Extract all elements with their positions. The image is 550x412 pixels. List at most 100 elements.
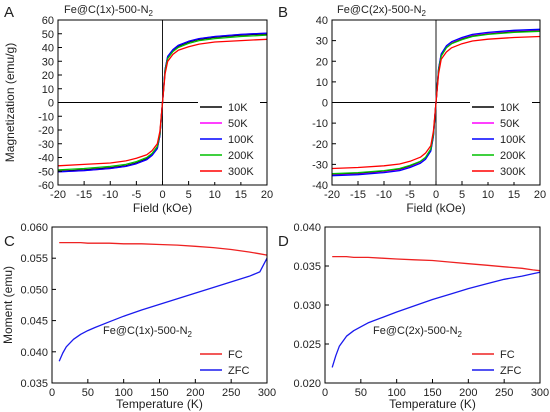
panel-c: C Fe@C(1x)-500-N2 0 50 100 150 200 250 300 0.035 0…: [1, 222, 276, 411]
panel-title-subscript: 2: [188, 330, 193, 339]
x-tick-label: 20: [534, 189, 546, 201]
y-tick-label: 20: [42, 70, 54, 82]
x-axis-label: Temperature (K): [116, 397, 203, 411]
x-tick-label: 200: [459, 387, 477, 399]
panel-title-main: Fe@C(2x)-500-N: [373, 325, 458, 337]
legend: FC ZFC: [470, 345, 532, 379]
y-tick-label: 10: [42, 84, 54, 96]
legend-label-200k: 200K: [228, 150, 254, 162]
x-tick-label: 150: [150, 387, 168, 399]
legend-label-200k: 200K: [500, 150, 526, 162]
x-axis-label: Temperature (K): [389, 397, 476, 411]
panel-letter: D: [278, 233, 289, 250]
x-tick-label: 50: [82, 387, 94, 399]
series-line-zfc: [58, 257, 268, 362]
x-tick-label: 50: [355, 387, 367, 399]
y-tick-label: 0.020: [293, 378, 321, 390]
y-tick-label: 40: [42, 43, 54, 55]
legend-label-zfc: ZFC: [228, 365, 249, 377]
y-tick-label: 0: [322, 98, 328, 110]
panel-title-subscript: 2: [149, 9, 154, 18]
panel-title-subscript: 2: [458, 330, 463, 339]
x-tick-label: 10: [482, 189, 494, 201]
legend-label-300k: 300K: [228, 166, 254, 178]
legend: 10K 50K 100K 200K 300K: [470, 98, 532, 182]
series-line-zfc: [331, 271, 541, 368]
x-tick-label: 300: [258, 387, 276, 399]
y-tick-label: 30: [316, 36, 328, 48]
panel-b: B Fe@C(2x)-500-N2-20 -15 -10 -5 0 5 10 15 20-40-3…: [278, 4, 546, 215]
x-tick-label: -5: [405, 189, 415, 201]
legend-label-fc: FC: [500, 349, 515, 361]
x-tick-label: -10: [376, 189, 392, 201]
legend-label-10k: 10K: [228, 102, 248, 114]
x-tick-label: 5: [186, 189, 192, 201]
x-tick-label: -15: [76, 189, 92, 201]
x-axis-label: Field (kOe): [406, 201, 465, 215]
x-tick-label: 0: [433, 189, 439, 201]
y-tick-label: 50: [42, 29, 54, 41]
y-tick-label: -50: [38, 166, 54, 178]
panel-letter: C: [4, 233, 15, 250]
legend-label-100k: 100K: [228, 134, 254, 146]
x-tick-label: 0: [322, 387, 328, 399]
y-tick-label: 0: [48, 98, 54, 110]
y-tick-label: 20: [316, 56, 328, 68]
y-tick-label: 0.055: [20, 253, 48, 265]
panel-letter: B: [278, 4, 288, 21]
legend-label-50k: 50K: [500, 118, 520, 130]
panel-title: Fe@C(1x)-500-N2: [64, 4, 154, 18]
y-tick-label: 30: [42, 56, 54, 68]
panel-title: Fe@C(2x)-500-N2: [373, 325, 463, 339]
x-tick-label: 100: [114, 387, 132, 399]
panel-title-main: Fe@C(2x)-500-N: [337, 4, 422, 16]
y-tick-label: 0.030: [293, 300, 321, 312]
x-tick-label: 15: [235, 189, 247, 201]
x-tick-label: -5: [131, 189, 141, 201]
legend-label-300k: 300K: [500, 166, 526, 178]
legend: FC ZFC: [198, 345, 260, 379]
y-tick-label: 0.060: [20, 222, 48, 234]
x-axis-label: Field (kOe): [133, 201, 192, 215]
panel-d: D Fe@C(2x)-500-N2 0 50 100 150 200 250 300 0.020 0…: [278, 222, 549, 411]
y-tick-label: -40: [38, 153, 54, 165]
series-line-300k: [331, 35, 541, 170]
series-line-300k: [57, 38, 268, 167]
legend-label-fc: FC: [228, 349, 243, 361]
y-tick-label: -30: [312, 159, 328, 171]
y-tick-label: 0.045: [20, 316, 48, 328]
x-tick-label: 15: [508, 189, 520, 201]
panel-title-main: Fe@C(1x)-500-N: [64, 4, 149, 16]
panel-title: Fe@C(1x)-500-N2: [103, 325, 193, 339]
x-tick-label: 10: [209, 189, 221, 201]
y-tick-label: 0.035: [293, 261, 321, 273]
legend-background: [470, 345, 532, 379]
y-tick-label: 0.040: [293, 222, 321, 234]
y-tick-label: 40: [316, 15, 328, 27]
y-tick-label: -20: [312, 139, 328, 151]
y-tick-label: 60: [42, 15, 54, 27]
x-tick-label: 0: [49, 387, 55, 399]
x-tick-label: -20: [324, 189, 340, 201]
y-tick-label: 0.040: [20, 347, 48, 359]
y-axis-label: Magnetization (emu/g): [3, 43, 17, 162]
x-tick-label: 200: [186, 387, 204, 399]
y-tick-label: -10: [312, 118, 328, 130]
panel-title: Fe@C(2x)-500-N2: [337, 4, 427, 18]
y-tick-label: 0.050: [20, 284, 48, 296]
y-tick-label: -40: [312, 180, 328, 192]
panel-title-subscript: 2: [422, 9, 427, 18]
x-tick-label: -15: [350, 189, 366, 201]
y-tick-label: 10: [316, 77, 328, 89]
panel-title-main: Fe@C(1x)-500-N: [103, 325, 188, 337]
panel-letter: A: [4, 4, 14, 21]
x-tick-label: 300: [531, 387, 549, 399]
x-tick-label: 100: [387, 387, 405, 399]
legend-label-100k: 100K: [500, 134, 526, 146]
y-tick-label: 0.025: [293, 339, 321, 351]
x-tick-label: 250: [222, 387, 240, 399]
series-line-fc: [332, 255, 541, 272]
panel-a: A Fe@C(1x)-500-N2-20 -15 -10 -5 0 5 10 15 20-60-5…: [3, 4, 273, 215]
x-tick-label: 150: [423, 387, 441, 399]
x-tick-label: -20: [50, 189, 66, 201]
